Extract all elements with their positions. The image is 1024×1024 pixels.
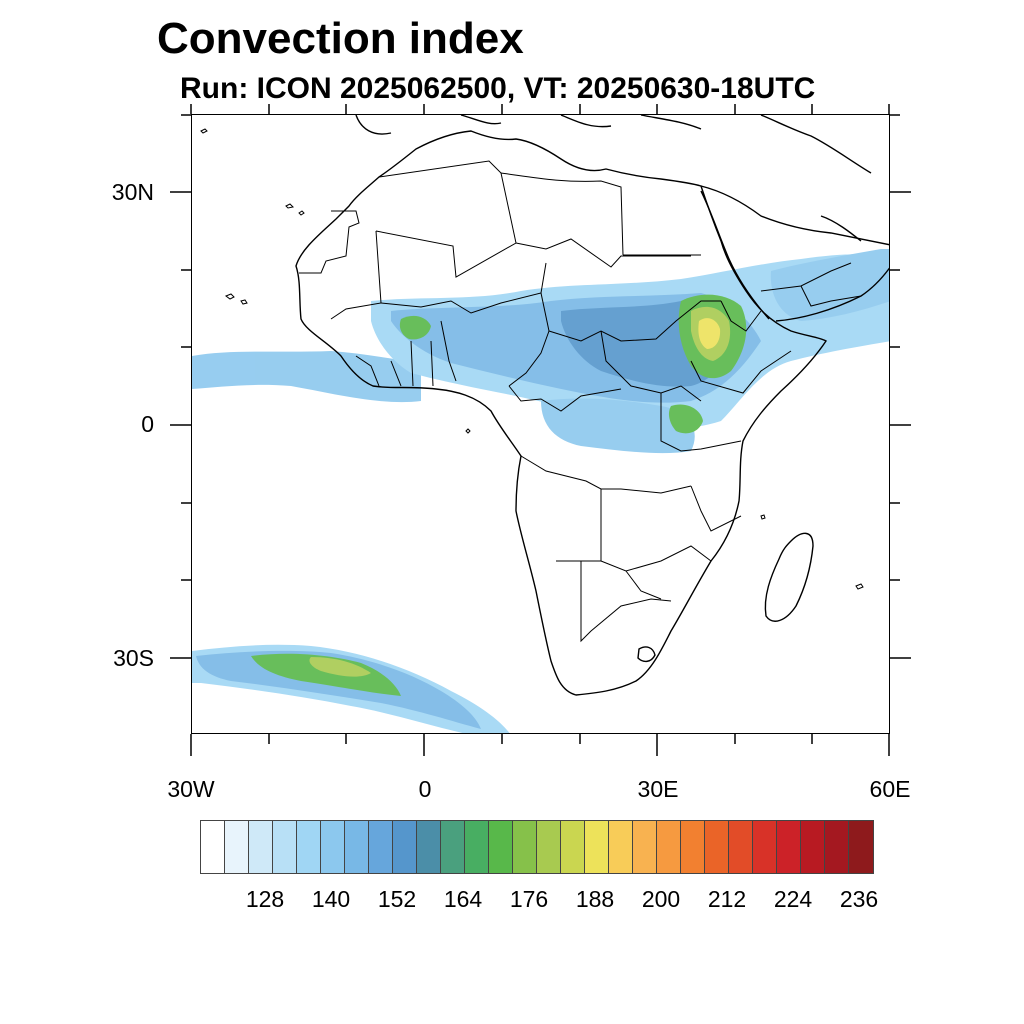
colorbar-swatch xyxy=(417,821,441,873)
colorbar-swatch xyxy=(561,821,585,873)
lon-label-0: 0 xyxy=(418,776,432,802)
colorbar-swatch xyxy=(201,821,225,873)
colorbar-label-128: 128 xyxy=(245,886,285,912)
coastlines xyxy=(295,115,889,696)
colorbar-swatch xyxy=(609,821,633,873)
colorbar-swatch xyxy=(441,821,465,873)
colorbar-swatch xyxy=(297,821,321,873)
colorbar-swatch xyxy=(657,821,681,873)
colorbar-label-140: 140 xyxy=(311,886,351,912)
chart-subtitle: Run: ICON 2025062500, VT: 20250630-18UTC xyxy=(180,72,816,105)
colorbar-label-176: 176 xyxy=(509,886,549,912)
islands xyxy=(200,128,864,590)
colorbar-swatch xyxy=(681,821,705,873)
colorbar-swatch xyxy=(465,821,489,873)
colorbar-swatch xyxy=(825,821,849,873)
colorbar-swatch xyxy=(513,821,537,873)
colorbar-label-188: 188 xyxy=(575,886,615,912)
map-panel xyxy=(191,114,890,734)
colorbar-swatch xyxy=(321,821,345,873)
colorbar-swatch xyxy=(345,821,369,873)
colorbar-swatch xyxy=(849,821,873,873)
colorbar-swatch xyxy=(801,821,825,873)
chart-title: Convection index xyxy=(157,14,524,63)
colorbar-swatch xyxy=(249,821,273,873)
colorbar-label-164: 164 xyxy=(443,886,483,912)
colorbar-swatch xyxy=(393,821,417,873)
country-borders xyxy=(299,160,862,643)
colorbar-swatch xyxy=(489,821,513,873)
lon-label-30e: 30E xyxy=(637,776,679,802)
colorbar-label-212: 212 xyxy=(707,886,747,912)
colorbar-swatch xyxy=(225,821,249,873)
convection-field xyxy=(192,249,889,733)
colorbar-swatch xyxy=(705,821,729,873)
colorbar-label-200: 200 xyxy=(641,886,681,912)
colorbar-swatch xyxy=(729,821,753,873)
colorbar-label-224: 224 xyxy=(773,886,813,912)
colorbar-label-152: 152 xyxy=(377,886,417,912)
colorbar-swatch xyxy=(537,821,561,873)
lat-label-30n: 30N xyxy=(111,179,154,205)
colorbar-swatch xyxy=(369,821,393,873)
lon-label-60e: 60E xyxy=(869,776,911,802)
lon-label-30w: 30W xyxy=(167,776,215,802)
colorbar xyxy=(200,820,874,874)
map-canvas xyxy=(192,115,889,733)
lat-label-0: 0 xyxy=(141,411,154,437)
colorbar-swatch xyxy=(585,821,609,873)
colorbar-label-236: 236 xyxy=(839,886,879,912)
colorbar-swatch xyxy=(273,821,297,873)
lat-label-30s: 30S xyxy=(113,645,154,671)
colorbar-swatch xyxy=(777,821,801,873)
colorbar-swatch xyxy=(753,821,777,873)
colorbar-swatch xyxy=(633,821,657,873)
